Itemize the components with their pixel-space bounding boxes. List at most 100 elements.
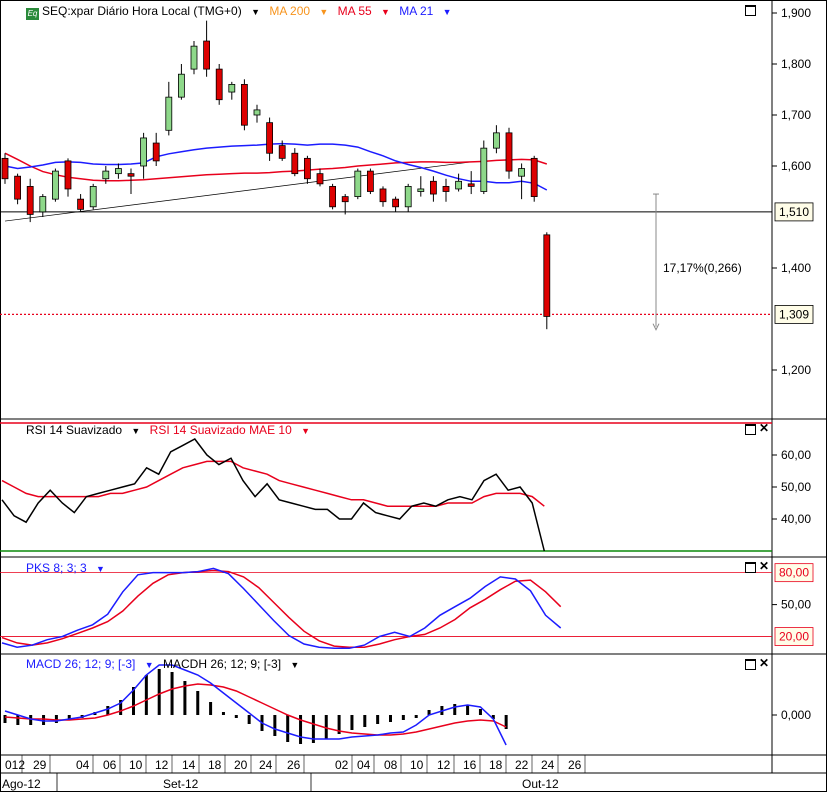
macd-pane-header: MACD 26; 12; 9; [-3] ▼ MACDH 26; 12; 9; … [26, 657, 305, 672]
time-axis-day-label: 29 [33, 758, 47, 772]
macd-label[interactable]: MACD 26; 12; 9; [-3] ▼ [26, 657, 154, 671]
price-axis-label: 1,600 [781, 159, 811, 173]
ma55-line [4, 152, 548, 182]
candle-down [379, 188, 387, 203]
rsi-axis-label: 40,00 [781, 512, 811, 526]
close-pks-pane-icon[interactable]: ✕ [759, 559, 770, 573]
rsi-axis-label: 60,00 [781, 448, 811, 462]
chevron-down-icon: ▼ [319, 7, 329, 17]
macd-histogram-bar [170, 672, 174, 715]
rsi-label[interactable]: RSI 14 Suavizado ▼ [26, 423, 141, 437]
macd-histogram-bar [16, 715, 20, 725]
time-axis-day-label: 10 [129, 758, 143, 772]
macd-histogram-bar [273, 715, 277, 736]
candle-down [14, 175, 22, 200]
chevron-down-icon: ▼ [96, 564, 105, 574]
time-axis-day-label: 06 [103, 758, 117, 772]
macd-histogram-bar [414, 715, 418, 718]
pks-label[interactable]: PKS 8; 3; 3 ▼ [26, 561, 105, 575]
candle-up [39, 196, 47, 213]
time-axis-month-label: Set-12 [163, 777, 199, 791]
candle-down [1, 157, 9, 180]
trend-line [4, 161, 472, 222]
macd-histogram-bar [453, 704, 457, 715]
macd-histogram-bar [324, 715, 328, 739]
macd-histogram-bar [29, 715, 33, 725]
time-axis-month-label: Ago-12 [2, 777, 41, 791]
candle-down [392, 198, 400, 208]
candle-up [492, 132, 500, 149]
chevron-down-icon: ▼ [251, 7, 260, 17]
candle-up [228, 84, 236, 93]
ma21-line [4, 142, 548, 191]
candle-down [303, 157, 311, 180]
time-axis-day-label: 04 [357, 758, 371, 772]
price-axis-label: 1,200 [781, 363, 811, 377]
macd-histogram-bar [196, 691, 200, 715]
macd-histogram-bar [311, 715, 315, 743]
macd-histogram-bar [491, 715, 495, 719]
last-price-marker: 1,309 [779, 307, 809, 321]
title-label[interactable]: Eq SEQ:xpar Diário Hora Local (TMG+0) ▼ [26, 4, 260, 20]
macdh-label[interactable]: MACDH 26; 12; 9; [-3] ▼ [163, 657, 300, 671]
pks-axis-label: 50,00 [781, 598, 811, 612]
chevron-down-icon: ▼ [381, 7, 390, 17]
maximize-pks-pane-icon[interactable] [745, 562, 756, 573]
time-axis-day-label: 18 [208, 758, 222, 772]
time-axis-day-label: 24 [259, 758, 273, 772]
candle-up [102, 170, 110, 180]
macd-histogram-bar [401, 715, 405, 720]
rsi-line [1, 438, 546, 552]
macd-histogram-bar [3, 715, 7, 723]
candle-down [366, 170, 374, 192]
time-axis-day-label: 14 [182, 758, 196, 772]
macd-histogram-bar [157, 669, 161, 715]
maximize-rsi-pane-icon[interactable] [745, 424, 756, 435]
candle-down [291, 152, 299, 175]
time-axis-day-label: 22 [515, 758, 529, 772]
close-macd-pane-icon[interactable]: ✕ [759, 656, 770, 670]
candle-down [215, 68, 223, 101]
candle-up [253, 109, 261, 116]
candle-down [543, 234, 551, 317]
overlay-label-ma55[interactable]: MA 55 ▼ [337, 4, 390, 18]
chevron-down-icon: ▼ [131, 426, 141, 436]
pks-level-marker-box [774, 563, 814, 583]
measure-label: 17,17%(0,266) [663, 261, 742, 275]
support-price-marker: 1,510 [779, 205, 809, 219]
rsi-ma-label[interactable]: RSI 14 Suavizado MAE 10 ▼ [149, 423, 311, 437]
price-axis-label: 1,900 [781, 6, 811, 20]
candle-up [165, 96, 173, 131]
macd-histogram-bar [299, 715, 303, 744]
measure-arrow-head [652, 323, 660, 331]
macd-histogram-bar [427, 710, 431, 715]
candle-up [480, 147, 488, 192]
macd-histogram-bar [67, 715, 71, 720]
overlay-label-ma200[interactable]: MA 200 ▼ [269, 4, 329, 18]
macd-histogram-bar [350, 715, 354, 730]
macd-histogram-bar [221, 712, 225, 715]
close-rsi-pane-icon[interactable]: ✕ [759, 421, 770, 435]
candle-down [429, 180, 437, 195]
macd-histogram-bar [478, 709, 482, 715]
time-axis-day-label: 24 [541, 758, 555, 772]
candle-down [530, 157, 538, 198]
candle-up [190, 45, 198, 70]
candle-up [417, 188, 425, 192]
candle-down [152, 142, 160, 162]
macd-histogram-bar [42, 715, 46, 725]
macd-histogram-bar [54, 715, 58, 723]
time-axis-day-label: 18 [489, 758, 503, 772]
maximize-macd-pane-icon[interactable] [745, 659, 756, 670]
price-axis-label: 1,400 [781, 261, 811, 275]
support-price-marker-box [774, 202, 814, 222]
macd-histogram-bar [106, 706, 110, 715]
equity-icon: Eq [26, 8, 39, 20]
time-axis-day-label: 02 [335, 758, 349, 772]
overlay-label-ma21[interactable]: MA 21 ▼ [399, 4, 452, 18]
candle-down [505, 132, 513, 172]
maximize-main-pane-icon[interactable] [745, 5, 756, 16]
pks-d-line [1, 569, 562, 648]
candle-down [341, 196, 349, 203]
